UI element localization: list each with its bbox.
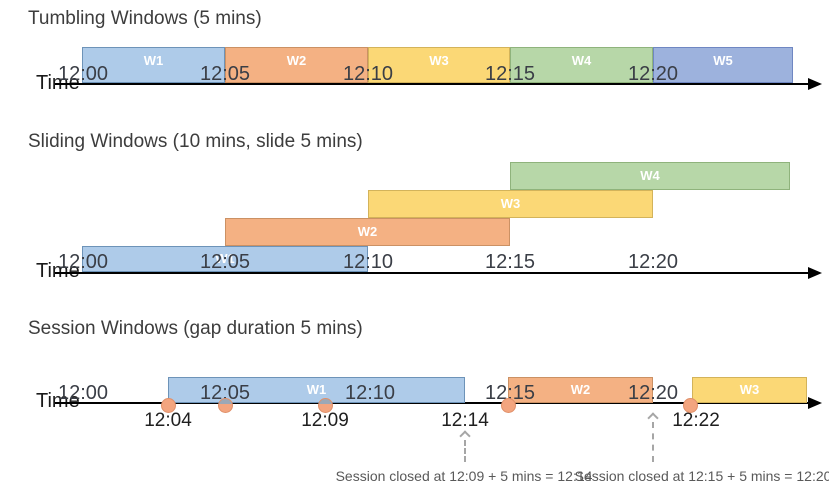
- session-window-w1: W1: [168, 377, 465, 403]
- sliding-section-title: Sliding Windows (10 mins, slide 5 mins): [28, 131, 363, 152]
- tumbling-window-w4: W4: [510, 47, 653, 83]
- event-time-label: 12:22: [672, 410, 720, 431]
- tick-label: 12:20: [627, 63, 679, 85]
- event-time-label: 12:14: [441, 410, 489, 431]
- time-axis-line: [55, 83, 810, 85]
- event-dot: [318, 398, 333, 413]
- window-label: W1: [215, 251, 235, 266]
- window-label: W2: [357, 224, 378, 239]
- window-label: W5: [713, 53, 733, 68]
- event-time-label: 12:04: [144, 410, 192, 431]
- event-dot: [161, 398, 176, 413]
- tick-label: 12:00: [57, 382, 109, 404]
- tumbling-section-title: Tumbling Windows (5 mins): [28, 8, 262, 29]
- window-label: W2: [286, 53, 307, 68]
- session-close-annotation: Session closed at 12:09 + 5 mins = 12:14: [335, 468, 593, 484]
- tick-label: 12:10: [342, 63, 394, 85]
- session-window-w3: W3: [692, 377, 807, 403]
- tick-label: 12:00: [57, 251, 109, 273]
- window-label: W1: [306, 382, 327, 397]
- window-label: W3: [739, 382, 760, 397]
- time-axis-line: [55, 272, 810, 274]
- event-dot: [218, 398, 233, 413]
- tick-label: 12:15: [484, 251, 536, 273]
- window-label: W3: [500, 196, 521, 211]
- window-label: W3: [429, 53, 449, 68]
- time-axis-label: Time: [36, 390, 80, 412]
- session-close-arrow-stem: [652, 422, 654, 462]
- event-time-label: 12:09: [301, 410, 349, 431]
- tumbling-window-w2: W2: [225, 47, 368, 83]
- session-close-arrow-stem: [464, 440, 466, 462]
- session-section-title: Session Windows (gap duration 5 mins): [28, 318, 363, 339]
- session-window-w2: W2: [508, 377, 653, 403]
- sliding-window-w1: W1: [82, 246, 368, 272]
- event-dot: [683, 398, 698, 413]
- tumbling-window-w1: W1: [82, 47, 225, 83]
- tick-label: 12:20: [627, 382, 679, 404]
- time-axis-arrowhead-icon: [808, 267, 822, 279]
- tumbling-window-w5: W5: [653, 47, 793, 83]
- tick-label: 12:15: [484, 63, 536, 85]
- time-axis-arrowhead-icon: [808, 78, 822, 90]
- time-axis-arrowhead-icon: [808, 397, 822, 409]
- sliding-window-w3: W3: [368, 190, 653, 218]
- session-close-annotation: Session closed at 12:15 + 5 mins = 12:20: [574, 468, 829, 484]
- tick-label: 12:10: [342, 251, 394, 273]
- tick-label: 12:20: [627, 251, 679, 273]
- time-axis-label: Time: [36, 260, 80, 282]
- window-label: W1: [143, 53, 164, 68]
- tick-label: 12:10: [344, 382, 396, 404]
- tick-label: 12:05: [199, 251, 251, 273]
- tick-label: 12:00: [57, 63, 109, 85]
- window-label: W2: [570, 382, 591, 397]
- tick-label: 12:05: [199, 63, 251, 85]
- time-axis-line: [55, 402, 810, 404]
- sliding-window-w2: W2: [225, 218, 510, 246]
- event-dot: [501, 398, 516, 413]
- sliding-window-w4: W4: [510, 162, 790, 190]
- window-label: W4: [640, 168, 660, 183]
- tick-label: 12:15: [484, 382, 536, 404]
- window-label: W4: [571, 53, 592, 68]
- tumbling-window-w3: W3: [368, 47, 510, 83]
- tick-label: 12:05: [199, 382, 251, 404]
